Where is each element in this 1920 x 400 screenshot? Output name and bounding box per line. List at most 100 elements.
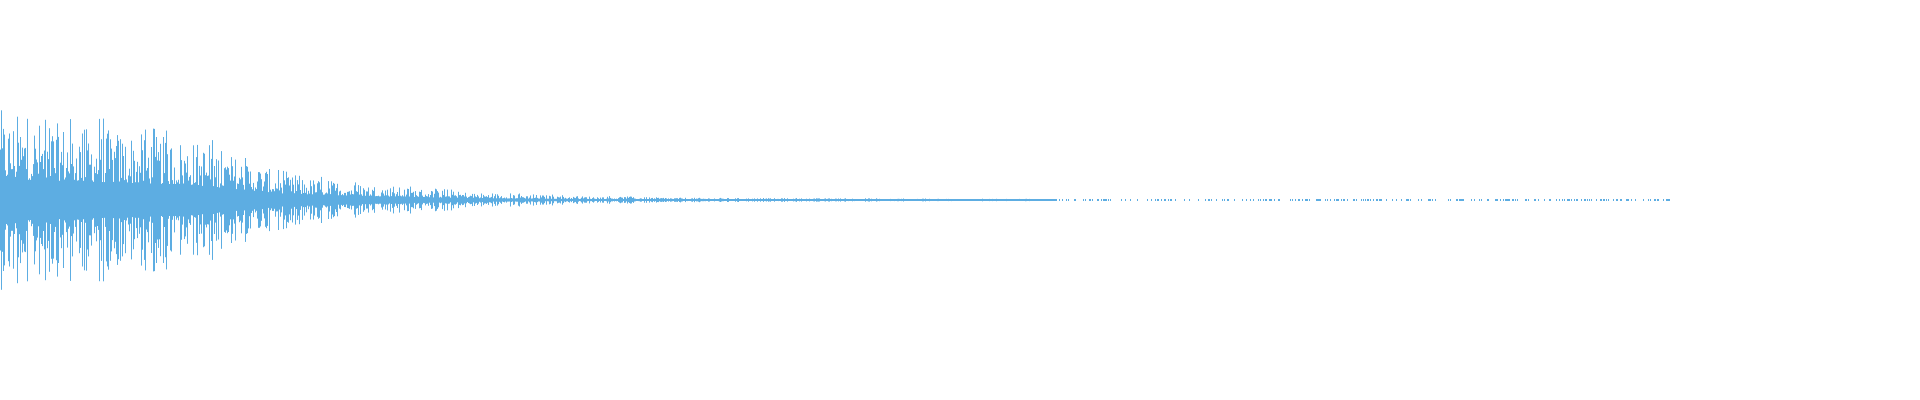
waveform-sample [833,199,834,201]
waveform-sample [21,159,22,241]
waveform-sample [497,194,498,206]
waveform-sample [839,199,840,201]
waveform-sample [558,197,559,203]
waveform-sample [884,199,885,201]
waveform-sample [663,197,664,202]
waveform-sample [684,199,685,201]
waveform-sample [120,139,121,261]
waveform-sample [432,191,433,209]
waveform-sample [897,198,898,202]
waveform-sample [583,198,584,202]
waveform-sample [902,199,903,201]
waveform-sample [847,199,848,201]
waveform-sample [779,199,780,201]
waveform-sample [0,149,1,251]
waveform-sample [394,193,395,207]
waveform-sample [162,183,163,217]
waveform-sample [414,197,415,203]
waveform-sample [1026,198,1027,202]
waveform-sample [37,162,38,238]
waveform-sample [842,199,843,201]
waveform-sample [297,180,298,220]
waveform-sample [1098,199,1099,201]
waveform-sample [910,199,911,201]
waveform-sample [629,196,630,203]
waveform-sample [1650,199,1651,201]
waveform-sample [330,194,331,206]
waveform-sample [234,176,235,224]
waveform-sample [383,193,384,207]
waveform-sample [326,192,327,208]
waveform-sample [1227,199,1228,201]
waveform-sample [212,140,213,260]
waveform-sample [1048,199,1049,201]
waveform-sample [1337,199,1338,201]
waveform-sample [215,177,216,223]
waveform-sample [163,137,164,263]
waveform-sample [409,196,410,204]
waveform-sample [933,199,934,201]
waveform-sample [913,199,914,201]
waveform-sample [592,198,593,202]
waveform-sample [617,199,618,201]
waveform-sample [982,198,983,202]
waveform-sample [63,132,64,268]
waveform-sample [835,198,836,202]
waveform-sample [1040,199,1041,201]
waveform-sample [959,199,960,201]
waveform-sample [480,197,481,203]
waveform-sample [1006,198,1007,202]
waveform-sample [681,198,682,202]
waveform-sample [1429,199,1430,201]
waveform-sample [345,192,346,208]
waveform-sample [748,198,749,202]
waveform-sample [993,199,994,201]
waveform-sample [1316,199,1317,201]
waveform-sample [402,195,403,205]
waveform-sample [812,199,813,201]
waveform-sample [989,198,990,202]
waveform-sample [302,180,303,220]
waveform-sample [94,166,95,234]
waveform-sample [622,197,623,203]
waveform-sample [1513,199,1514,201]
waveform-sample [727,198,728,202]
waveform-sample [901,198,902,202]
waveform-sample [785,199,786,201]
waveform-sample [267,174,268,226]
waveform-sample [86,129,87,271]
waveform-sample [295,175,296,225]
waveform-sample [255,187,256,213]
waveform-sample [276,188,277,212]
waveform-sample [127,182,128,218]
waveform-sample [904,199,905,201]
waveform-sample [15,176,16,224]
waveform-sample [357,191,358,209]
waveform-sample [140,172,141,228]
waveform-sample [1325,199,1326,201]
waveform-sample [621,197,622,203]
waveform-sample [438,192,439,208]
waveform-sample [378,195,379,205]
waveform-sample [1258,199,1259,201]
waveform-sample [1031,199,1032,201]
waveform-sample [329,188,330,212]
waveform-sample [83,180,84,220]
waveform-sample [1066,199,1067,201]
waveform-sample [673,199,674,201]
waveform-sample [447,189,448,211]
waveform-sample [892,199,893,201]
waveform-sample [176,180,177,220]
waveform-sample [941,199,942,201]
waveform-sample [11,169,12,231]
waveform-sample [1108,199,1109,201]
waveform-sample [772,199,773,201]
waveform-sample [535,197,536,203]
waveform-sample [1627,199,1628,201]
waveform-sample [988,199,989,201]
waveform-sample [1295,199,1296,201]
waveform-sample [1549,199,1550,201]
waveform-sample [1654,199,1655,201]
waveform-sample [1168,199,1169,201]
waveform-sample [921,199,922,201]
